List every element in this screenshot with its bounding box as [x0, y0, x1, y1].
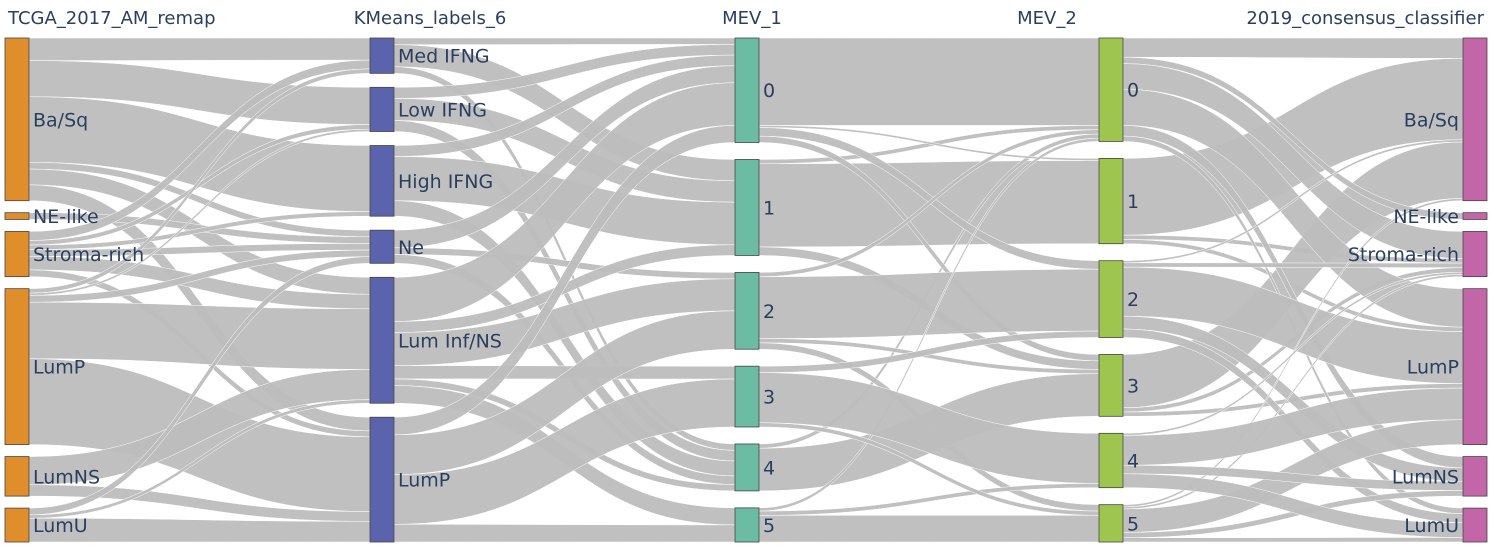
node-bar — [1462, 37, 1488, 202]
flow-link — [758, 37, 1100, 126]
node-bar — [4, 507, 30, 543]
node-bar — [1098, 504, 1124, 543]
flows-layer — [28, 37, 1464, 543]
node-bar — [369, 416, 395, 543]
flow-link — [393, 524, 736, 543]
flow-link — [28, 37, 371, 61]
node-label: High IFNG — [398, 171, 493, 193]
column-title-2: MEV_1 — [722, 8, 782, 29]
flow-link — [758, 515, 1100, 543]
node-bar — [4, 37, 30, 202]
column-titles: TCGA_2017_AM_remap KMeans_labels_6 MEV_1… — [7, 8, 1485, 29]
node-label: 5 — [763, 515, 775, 537]
node-label: 2 — [763, 301, 775, 323]
node-label: 0 — [1127, 80, 1139, 102]
node-bar — [4, 212, 30, 220]
node-bar — [734, 507, 760, 543]
column-title-0: TCGA_2017_AM_remap — [7, 8, 216, 29]
node-label: Stroma-rich — [33, 244, 144, 266]
node-label: Stroma-rich — [1348, 244, 1459, 266]
column-title-1: KMeans_labels_6 — [354, 8, 507, 29]
node-bar — [1462, 212, 1488, 220]
column-title-3: MEV_2 — [1017, 8, 1077, 29]
node-label: Med IFNG — [398, 46, 490, 68]
flow-link — [758, 268, 1100, 339]
node-bar — [369, 229, 395, 264]
node-bar — [1098, 432, 1124, 489]
node-label: Ne — [398, 237, 424, 259]
flow-link — [1122, 537, 1464, 543]
node-label: Ba/Sq — [33, 109, 88, 131]
node-label: LumNS — [1392, 466, 1459, 488]
node-bar — [4, 231, 30, 278]
node-label: LumNS — [33, 466, 100, 488]
flow-link — [393, 37, 736, 45]
node-bar — [1098, 260, 1124, 338]
node-bar — [4, 456, 30, 497]
node-label: LumP — [33, 357, 85, 379]
node-label: Low IFNG — [398, 99, 487, 121]
node-label: 3 — [763, 387, 775, 409]
node-bar — [734, 37, 760, 143]
node-bar — [369, 276, 395, 404]
node-bar — [734, 443, 760, 492]
flow-link — [1122, 37, 1464, 59]
node-label: 4 — [763, 457, 775, 479]
node-label: 5 — [1127, 513, 1139, 535]
node-label: Ba/Sq — [1404, 109, 1459, 131]
node-label: Lum Inf/NS — [398, 330, 502, 352]
column-title-4: 2019_consensus_classifier — [1246, 8, 1484, 29]
node-bar — [1098, 37, 1124, 142]
node-label: 3 — [1127, 375, 1139, 397]
node-label: 2 — [1127, 289, 1139, 311]
node-label: LumP — [398, 470, 450, 492]
node-bar — [734, 365, 760, 428]
node-label: LumP — [1407, 357, 1459, 379]
node-label: LumU — [33, 515, 88, 537]
node-label: 1 — [1127, 191, 1139, 213]
node-label: 1 — [763, 197, 775, 219]
node-bar — [1462, 288, 1488, 445]
node-bar — [369, 37, 395, 74]
node-bar — [1462, 456, 1488, 497]
node-label: LumU — [1404, 515, 1459, 537]
node-bar — [369, 145, 395, 217]
node-bar — [369, 86, 395, 132]
node-label: 0 — [763, 80, 775, 102]
node-label: NE-like — [33, 206, 99, 228]
node-bar — [4, 288, 30, 445]
node-bar — [1098, 354, 1124, 417]
node-bar — [1462, 231, 1488, 278]
node-bar — [1098, 158, 1124, 245]
node-bar — [734, 159, 760, 256]
node-label: NE-like — [1393, 206, 1459, 228]
node-label: 4 — [1127, 450, 1139, 472]
nodes-layer: Ba/Sq NE-like Stroma-rich LumP LumNS LumU Med … — [4, 37, 1488, 543]
node-bar — [734, 272, 760, 350]
node-bar — [1462, 507, 1488, 543]
